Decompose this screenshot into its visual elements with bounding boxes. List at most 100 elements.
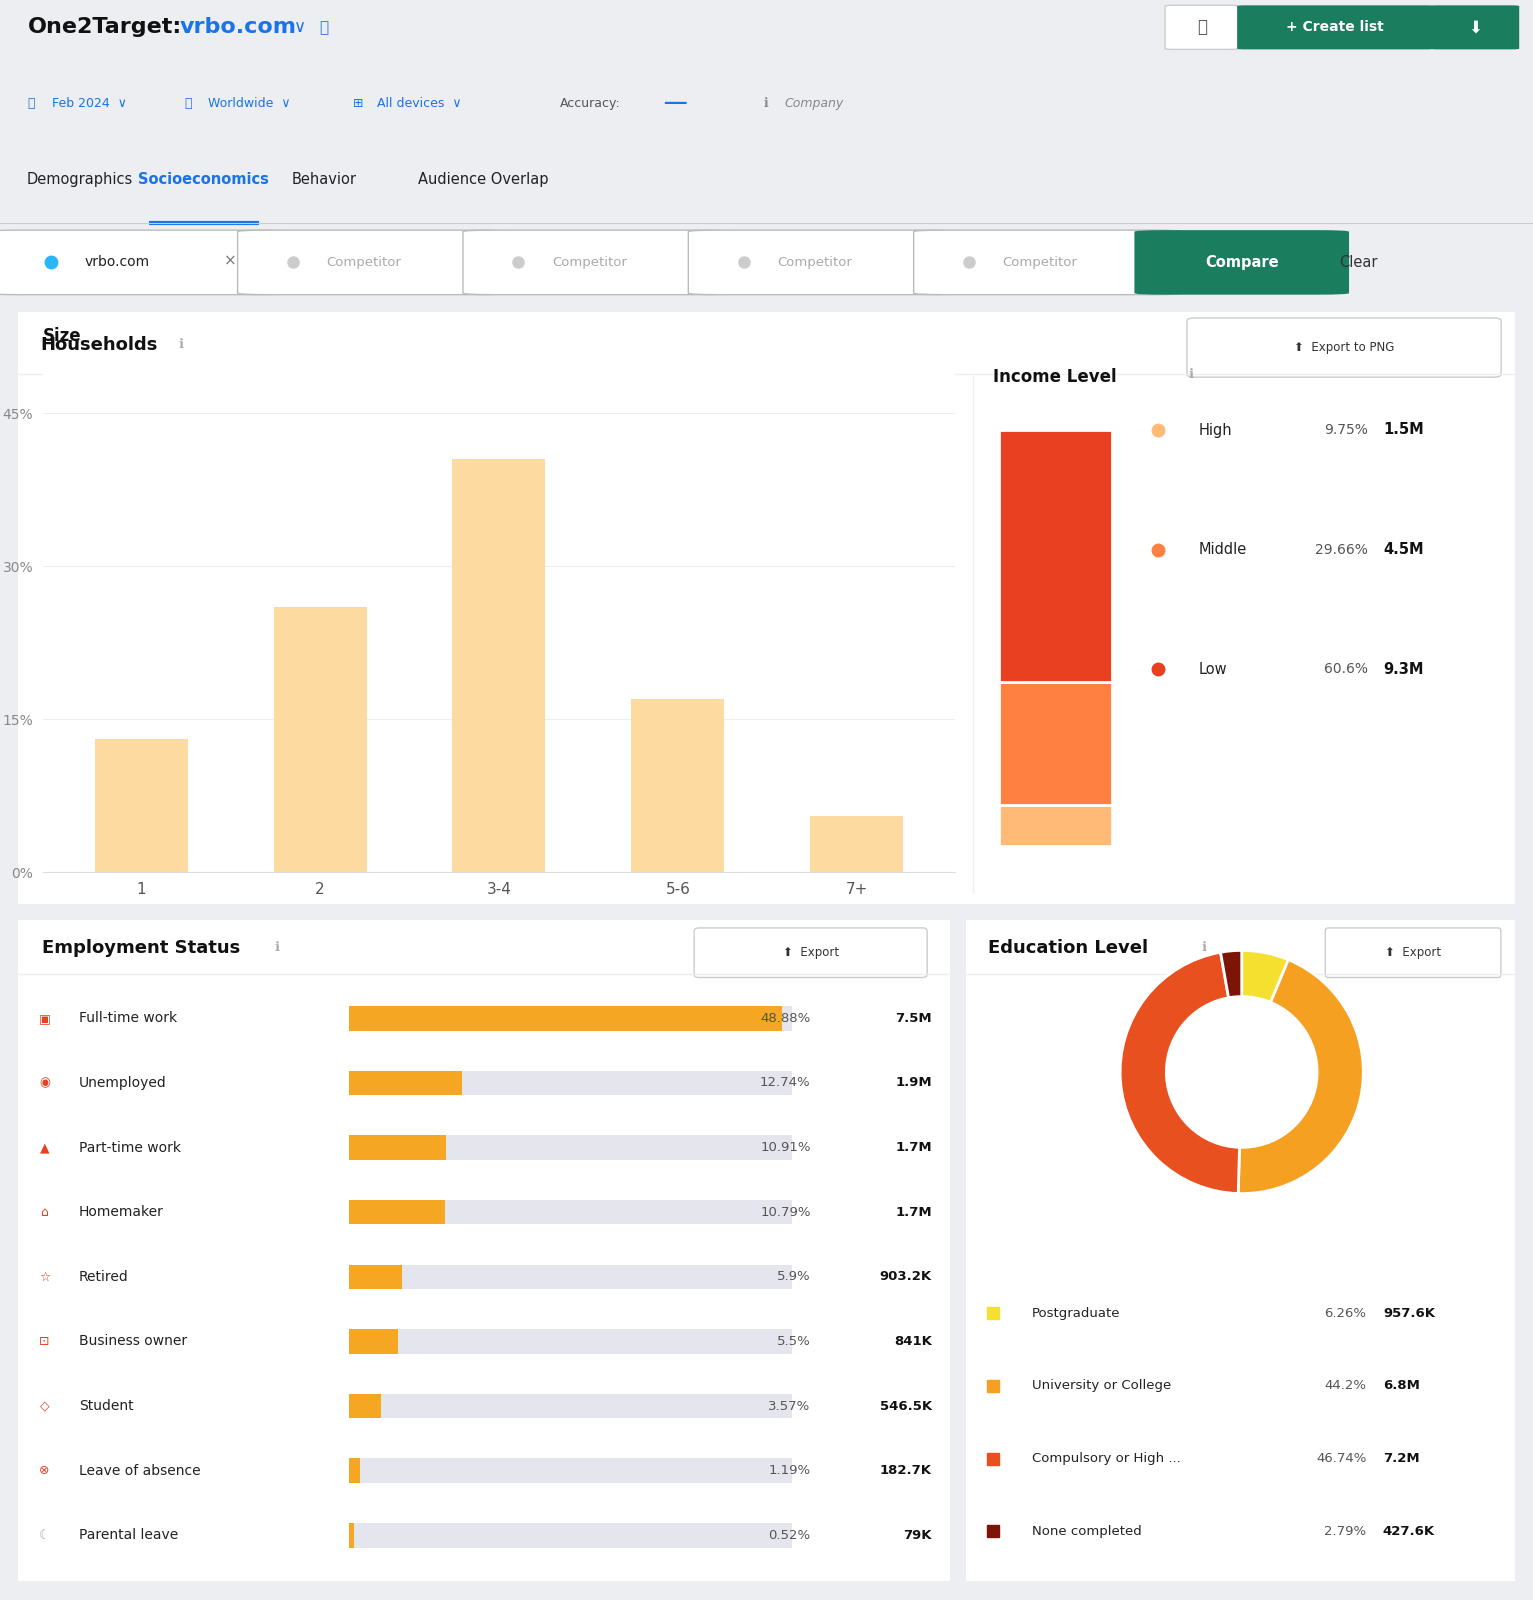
Text: 1.19%: 1.19% (768, 1464, 811, 1477)
Text: ⬆  Export: ⬆ Export (1384, 946, 1441, 958)
Bar (452, 459, 546, 872)
Text: 3.57%: 3.57% (768, 1400, 811, 1413)
Text: ℹ: ℹ (1188, 368, 1194, 381)
Wedge shape (1220, 950, 1242, 998)
FancyBboxPatch shape (0, 230, 287, 294)
Text: 546.5K: 546.5K (880, 1400, 932, 1413)
Text: 46.74%: 46.74% (1315, 1453, 1366, 1466)
Text: vrbo.com: vrbo.com (84, 256, 149, 269)
Text: 5.9%: 5.9% (777, 1270, 811, 1283)
FancyBboxPatch shape (914, 230, 1182, 294)
Text: 10.79%: 10.79% (760, 1206, 811, 1219)
Text: Homemaker: Homemaker (80, 1205, 164, 1219)
Text: ⬆  Export: ⬆ Export (782, 946, 839, 958)
Text: Behavior: Behavior (291, 173, 357, 187)
Text: ◉: ◉ (38, 1077, 51, 1090)
Text: ⧉: ⧉ (319, 19, 328, 35)
Text: ℹ: ℹ (763, 98, 768, 110)
Text: Company: Company (785, 98, 845, 110)
Text: 🌐: 🌐 (184, 98, 192, 110)
Text: 📅: 📅 (28, 98, 35, 110)
Bar (998, 682, 1111, 805)
Bar (95, 739, 189, 872)
Text: ⊗: ⊗ (40, 1464, 49, 1477)
Bar (274, 606, 366, 872)
Text: Size: Size (43, 326, 81, 346)
Text: 44.2%: 44.2% (1325, 1379, 1366, 1392)
FancyBboxPatch shape (1325, 928, 1501, 978)
Text: Socioeconomics: Socioeconomics (138, 173, 270, 187)
Bar (350, 1070, 793, 1096)
Text: 48.88%: 48.88% (760, 1011, 811, 1026)
Text: ▣: ▣ (38, 1011, 51, 1026)
Bar (350, 1458, 793, 1483)
Text: 9.3M: 9.3M (1384, 662, 1424, 677)
FancyBboxPatch shape (463, 230, 731, 294)
Bar (350, 1264, 402, 1290)
Text: Competitor: Competitor (777, 256, 852, 269)
Text: ━━━: ━━━ (664, 98, 687, 110)
FancyBboxPatch shape (964, 918, 1516, 1582)
FancyBboxPatch shape (688, 230, 957, 294)
Bar (350, 1330, 793, 1354)
Text: Education Level: Education Level (987, 939, 1148, 957)
Text: ⌂: ⌂ (40, 1206, 49, 1219)
Text: 1.5M: 1.5M (1384, 422, 1424, 437)
Text: University or College: University or College (1032, 1379, 1171, 1392)
Text: vrbo.com: vrbo.com (179, 18, 296, 37)
Bar (350, 1330, 399, 1354)
Text: Low: Low (1199, 662, 1228, 677)
Text: 957.6K: 957.6K (1383, 1307, 1435, 1320)
FancyBboxPatch shape (694, 928, 927, 978)
Bar (350, 1136, 793, 1160)
FancyBboxPatch shape (1134, 230, 1349, 294)
Text: ℹ: ℹ (178, 338, 184, 350)
Bar (350, 1264, 793, 1290)
Text: Accuracy:: Accuracy: (560, 98, 621, 110)
Text: ℹ: ℹ (1202, 941, 1206, 954)
Bar (350, 1200, 445, 1224)
Text: Middle: Middle (1199, 542, 1246, 557)
Text: 6.8M: 6.8M (1383, 1379, 1420, 1392)
Text: Postgraduate: Postgraduate (1032, 1307, 1121, 1320)
Text: 1.7M: 1.7M (895, 1206, 932, 1219)
Text: Demographics: Demographics (26, 173, 133, 187)
Text: ☾: ☾ (38, 1528, 51, 1542)
Text: 7.5M: 7.5M (895, 1011, 932, 1026)
Text: 4.5M: 4.5M (1384, 542, 1424, 557)
Bar (350, 1523, 354, 1547)
Text: Full-time work: Full-time work (80, 1011, 178, 1026)
Text: ×: × (224, 253, 236, 269)
FancyBboxPatch shape (17, 918, 952, 1582)
Text: Leave of absence: Leave of absence (80, 1464, 201, 1478)
Bar (350, 1523, 793, 1547)
Bar (350, 1394, 380, 1418)
Text: ℹ: ℹ (274, 941, 279, 954)
Text: 79K: 79K (903, 1528, 932, 1542)
Bar (350, 1394, 793, 1418)
Text: ∨: ∨ (294, 18, 307, 37)
Text: ⊡: ⊡ (40, 1334, 49, 1347)
Text: Households: Households (41, 336, 158, 354)
Text: Part-time work: Part-time work (80, 1141, 181, 1155)
Text: ⛶: ⛶ (1197, 18, 1206, 37)
Text: ▲: ▲ (40, 1141, 49, 1154)
Text: All devices  ∨: All devices ∨ (377, 98, 461, 110)
Bar (350, 1458, 360, 1483)
Bar (350, 1136, 446, 1160)
Text: Income Level: Income Level (993, 368, 1118, 386)
Bar (350, 1006, 782, 1030)
Text: ⬇: ⬇ (1467, 18, 1482, 37)
Text: Compulsory or High ...: Compulsory or High ... (1032, 1453, 1180, 1466)
Text: Feb 2024  ∨: Feb 2024 ∨ (52, 98, 127, 110)
Text: Parental leave: Parental leave (80, 1528, 178, 1542)
Text: 1.9M: 1.9M (895, 1077, 932, 1090)
Text: + Create list: + Create list (1286, 21, 1384, 34)
FancyBboxPatch shape (15, 310, 1518, 906)
Text: Worldwide  ∨: Worldwide ∨ (208, 98, 291, 110)
Wedge shape (1242, 950, 1288, 1002)
Text: None completed: None completed (1032, 1525, 1142, 1538)
Text: Audience Overlap: Audience Overlap (419, 173, 549, 187)
Text: ◇: ◇ (40, 1400, 49, 1413)
Text: 0.52%: 0.52% (768, 1528, 811, 1542)
